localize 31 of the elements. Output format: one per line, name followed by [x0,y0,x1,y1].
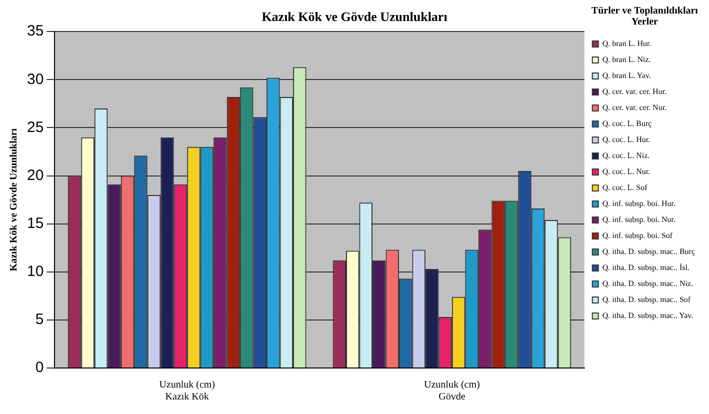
legend-label: Q. bran L. Hur. [602,39,652,48]
legend-label: Q. coc. L. Niz. [602,151,650,160]
legend-label: Q. bran L. Yav. [602,71,651,80]
y-tick-label: 35 [26,22,44,40]
y-tick-label: 10 [26,263,44,280]
legend-label: Q. bran L. Niz. [602,55,651,64]
chart-title: Kazık Kök ve Gövde Uzunlukları [262,9,448,24]
y-tick-label: 20 [26,166,44,184]
y-tick-label: 25 [26,118,44,136]
legend-label: Q. inf. subsp. boi. Sof [602,231,673,240]
legend-title: Türler ve Toplanıldıkları Yerler [591,6,698,28]
y-tick-label: 5 [35,311,44,328]
legend-label: Q. cer. var. cer. Hur. [602,87,667,96]
legend-label: Q. itha. D. subsp. mac.. İsl. [602,263,690,272]
x-tick-label: Uzunluk (cm) Gövde [424,380,480,403]
legend-label: Q. coc. L. Sof [602,183,648,192]
x-tick-label: Uzunluk (cm) Kazık Kök [159,380,216,403]
y-tick-label: 15 [26,214,44,232]
legend-label: Q. itha. D. subsp. mac.. Yav. [602,311,694,320]
legend-label: Q. coc. L. Hur. [602,135,650,144]
legend-label: Q. inf. subsp. boi. Hur. [602,199,676,208]
legend-label: Q. inf. subsp. boi. Nur. [602,215,676,224]
legend-label: Q. itha. D. subsp. mac.. Niz. [602,279,694,288]
y-axis-title: Kazık Kök ve Gövde Uzunlukları [8,128,20,272]
legend-label: Q. coc. L. Nur. [602,167,650,176]
y-tick-label: 30 [26,70,44,88]
legend-label: Q. cer. var. cer. Nur. [602,103,667,112]
legend-label: Q. itha. D. subsp. mac.. Burç [602,247,696,256]
y-tick-label: 0 [35,359,44,376]
legend-label: Q. coc. L. Burç [602,119,652,128]
legend-label: Q. itha. D. subsp. mac.. Sof [602,295,691,304]
